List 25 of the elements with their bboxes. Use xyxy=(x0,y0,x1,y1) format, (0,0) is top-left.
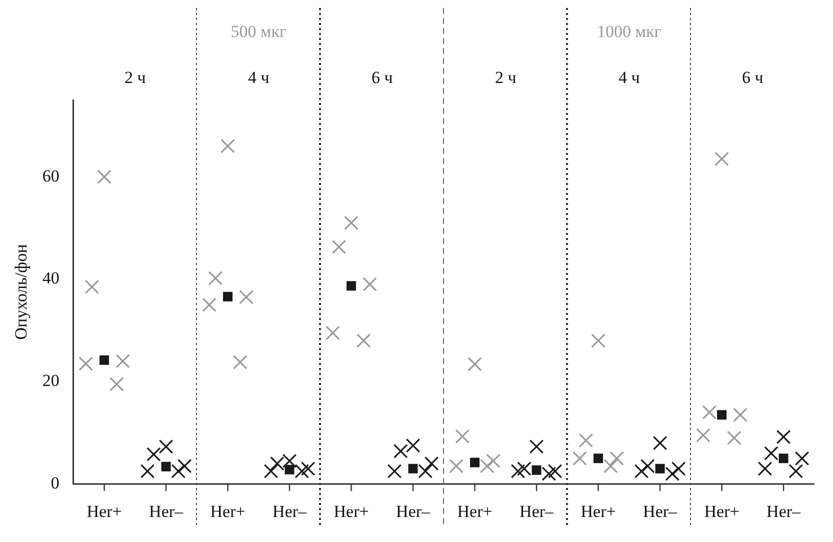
x-tick-label: Her– xyxy=(149,502,184,521)
y-tick-label: 40 xyxy=(42,268,60,288)
text: 2 ч xyxy=(494,68,517,87)
x-tick-label: Her+ xyxy=(457,502,492,521)
x-tick-label: Her– xyxy=(643,502,678,521)
x-tick-label: Her– xyxy=(520,502,554,521)
x-tick-label: Her+ xyxy=(704,502,740,521)
y-tick-label: 20 xyxy=(42,371,60,390)
y-tick-label: 60 xyxy=(42,166,60,186)
text: 6 ч xyxy=(371,68,394,87)
text: 6 ч xyxy=(742,68,764,87)
y-axis-title: Опухоль/фон xyxy=(12,244,31,340)
x-tick-label: Her– xyxy=(396,502,431,521)
x-tick-label: Her+ xyxy=(210,502,246,521)
text: 4 ч xyxy=(618,68,640,87)
x-tick-label: Her+ xyxy=(86,502,122,521)
text: 1000 мкг xyxy=(597,22,662,41)
y-tick-label: 0 xyxy=(50,473,60,492)
x-tick-label: Her– xyxy=(272,502,308,521)
text: 2 ч xyxy=(124,68,146,87)
x-tick-label: Her– xyxy=(766,502,802,521)
x-tick-label: Her+ xyxy=(334,502,369,521)
x-tick-label: Her+ xyxy=(580,502,616,521)
text: 4 ч xyxy=(248,68,270,87)
text: 500 мкг xyxy=(230,22,287,41)
